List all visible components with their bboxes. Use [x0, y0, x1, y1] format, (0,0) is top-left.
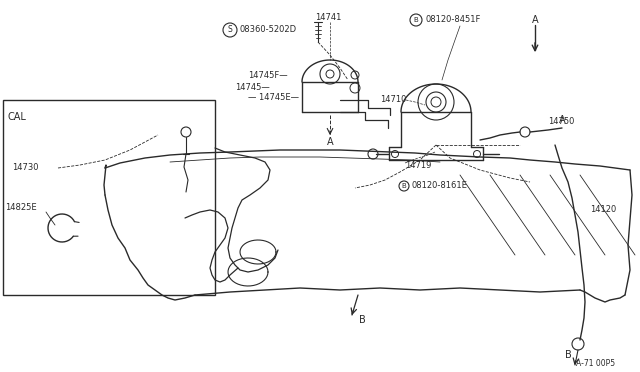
Text: B: B: [402, 183, 406, 189]
Text: 14120: 14120: [590, 205, 616, 215]
Text: 08120-8451F: 08120-8451F: [425, 16, 481, 25]
Text: A: A: [326, 137, 333, 147]
Text: CAL: CAL: [8, 112, 27, 122]
Text: 14719: 14719: [405, 160, 431, 170]
Text: A-71 00P5: A-71 00P5: [576, 359, 615, 368]
Bar: [3, 100, 215, 295]
Text: — 14745E—: — 14745E—: [248, 93, 299, 103]
Text: A: A: [559, 115, 565, 125]
Text: S: S: [228, 26, 232, 35]
Text: 14745F—: 14745F—: [248, 71, 287, 80]
Text: B: B: [413, 17, 419, 23]
Text: 14741: 14741: [315, 13, 341, 22]
Text: 08360-5202D: 08360-5202D: [240, 26, 297, 35]
Text: 14825E: 14825E: [5, 202, 36, 212]
Text: B: B: [358, 315, 365, 325]
Text: 14750: 14750: [548, 118, 574, 126]
Text: A: A: [532, 15, 538, 25]
Text: B: B: [564, 350, 572, 360]
Text: 08120-8161E: 08120-8161E: [412, 182, 468, 190]
Text: 14710: 14710: [380, 96, 406, 105]
Text: 14730: 14730: [12, 164, 38, 173]
Text: 14745—: 14745—: [235, 83, 269, 93]
